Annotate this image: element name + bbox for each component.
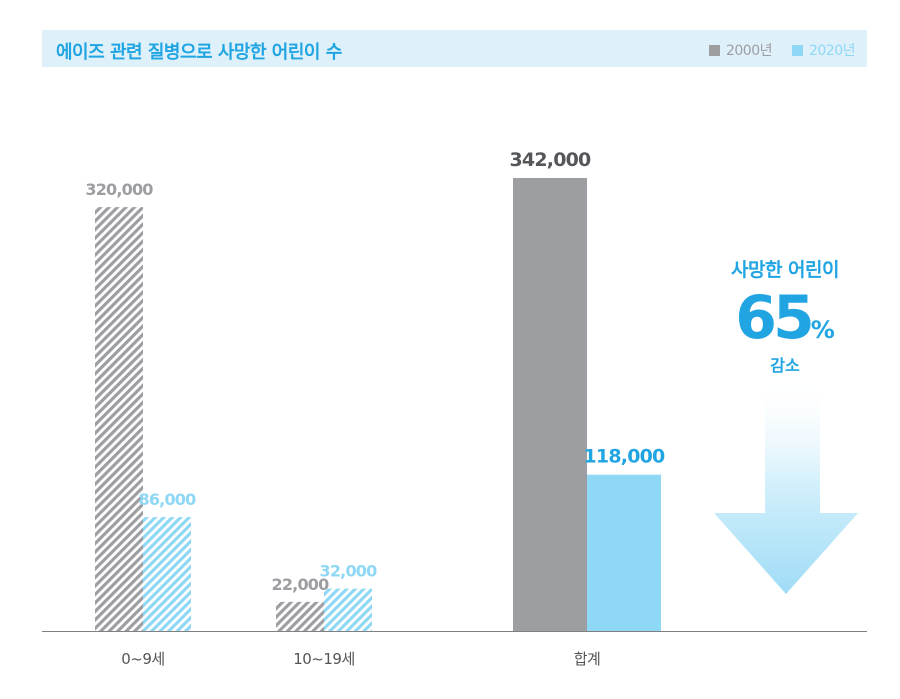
x-tick-label-2: 10~19세: [293, 650, 355, 668]
legend-swatch-2020: [791, 44, 803, 56]
callout-unit: %: [810, 316, 835, 344]
legend-label-2020: 2020년: [808, 43, 856, 59]
data-label-2020-3: 118,000: [584, 446, 666, 468]
legend-item-2020: 2020년: [791, 40, 856, 60]
data-label-2000-1: 320,000: [85, 180, 153, 199]
bar-2020-1: [143, 517, 191, 631]
data-label-2000-2: 22,000: [272, 575, 330, 594]
legend-label-2000: 2000년: [725, 43, 773, 59]
legend-swatch-2000: [708, 44, 720, 56]
callout-percentage: 65%: [710, 288, 860, 348]
chart-header: 에이즈 관련 질병으로 사망한 어린이 수 2000년 2020년: [42, 30, 867, 67]
callout-subtitle: 감소: [770, 356, 800, 375]
down-arrow-icon: [714, 375, 858, 594]
bar-2000-3: [513, 178, 587, 631]
bar-2000-2: [276, 601, 324, 631]
callout-value: 65: [735, 283, 814, 353]
data-label-2000-3: 342,000: [510, 149, 592, 171]
x-tick-label-3: 합계: [574, 650, 601, 668]
chart-title: 에이즈 관련 질병으로 사망한 어린이 수: [56, 42, 342, 63]
data-label-2020-1: 86,000: [139, 490, 197, 509]
callout-title: 사망한 어린이: [731, 259, 840, 281]
x-tick-label-1: 0~9세: [121, 650, 164, 668]
bar-2020-3: [587, 474, 661, 631]
legend-item-2000: 2000년: [708, 40, 773, 60]
legend: 2000년 2020년: [708, 40, 856, 60]
bar-2020-2: [324, 588, 372, 631]
reduction-callout: 사망한 어린이 65% 감소: [710, 255, 860, 376]
data-label-2020-2: 32,000: [320, 562, 378, 581]
bar-2000-1: [95, 207, 143, 631]
